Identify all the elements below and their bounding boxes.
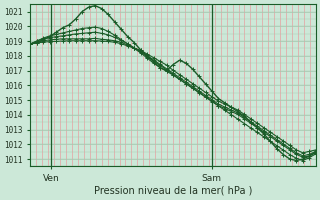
X-axis label: Pression niveau de la mer( hPa ): Pression niveau de la mer( hPa ) (94, 186, 252, 196)
